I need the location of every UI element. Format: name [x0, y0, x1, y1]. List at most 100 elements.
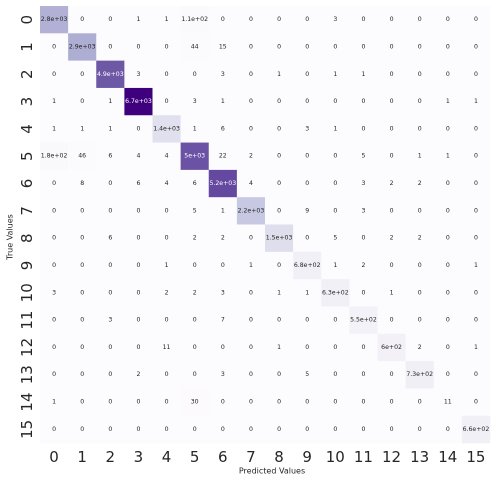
heatmap-cell-r1-c7 [236, 33, 266, 61]
cell-value-label: 0 [361, 98, 365, 105]
heatmap-cell-r15-c14 [433, 415, 463, 444]
cell-value-label: 0 [193, 344, 197, 351]
cell-value-label: 6.3e+02 [322, 289, 349, 296]
heatmap-cell-r11-c5 [180, 306, 210, 335]
cell-value-label: 0 [193, 71, 197, 78]
cell-value-label: 1 [446, 153, 450, 160]
cell-value-label: 0 [390, 71, 394, 78]
heatmap-cell-r12-c2 [96, 333, 125, 362]
x-tick-label: 14 [438, 448, 457, 466]
cell-value-label: 0 [474, 235, 478, 242]
heatmap-cell-r6-c9 [293, 169, 322, 198]
heatmap-cell-r11-c4 [152, 306, 181, 335]
heatmap-cell-r6-c15 [461, 169, 491, 198]
heatmap-cell-r13-c11 [349, 361, 378, 389]
heatmap-cell-r3-c3 [124, 87, 153, 116]
heatmap-cell-r8-c8 [265, 224, 294, 253]
cell-value-label: 1 [52, 399, 56, 406]
heatmap-cell-r5-c12 [377, 142, 406, 171]
heatmap-cell-r2-c11 [349, 60, 378, 89]
heatmap-cell-r5-c8 [265, 142, 294, 171]
cell-value-label: 1 [474, 262, 478, 269]
y-tick-label: 10 [18, 283, 36, 302]
heatmap-cell-r0-c11 [349, 6, 378, 34]
cell-value-label: 0 [165, 71, 169, 78]
heatmap-cell-r5-c1 [68, 142, 97, 171]
heatmap-cell-r1-c1 [68, 33, 97, 61]
heatmap-cell-r5-c15 [461, 142, 491, 171]
heatmap-cell-r15-c0 [40, 415, 69, 444]
cell-value-label: 3 [305, 125, 309, 132]
cell-value-label: 0 [390, 399, 394, 406]
y-tick-label: 11 [18, 311, 36, 330]
x-tick-label: 4 [162, 448, 172, 466]
heatmap-cell-r1-c5 [180, 33, 210, 61]
heatmap-cell-r15-c13 [405, 415, 435, 444]
cell-value-label: 3 [361, 180, 365, 187]
cell-value-label: 0 [80, 207, 84, 214]
heatmap-cell-r2-c12 [377, 60, 406, 89]
heatmap-cell-r4-c11 [349, 115, 378, 143]
cell-value-label: 0 [108, 180, 112, 187]
cell-value-label: 0 [80, 317, 84, 324]
heatmap-cell-r11-c3 [124, 306, 153, 335]
heatmap-cell-r13-c6 [208, 361, 238, 389]
heatmap-cell-r3-c11 [349, 87, 378, 116]
heatmap-cell-r14-c15 [461, 388, 491, 416]
cell-value-label: 0 [446, 371, 450, 378]
cell-value-label: 0 [474, 43, 478, 50]
cell-value-label: 0 [390, 125, 394, 132]
cell-value-label: 0 [418, 43, 422, 50]
heatmap-cell-r5-c10 [321, 142, 350, 171]
cell-value-label: 1 [446, 98, 450, 105]
heatmap-cell-r3-c4 [152, 87, 181, 116]
heatmap-cell-r15-c12 [377, 415, 406, 444]
heatmap-cell-r14-c7 [236, 388, 266, 416]
heatmap-cell-r7-c11 [349, 197, 378, 225]
cell-value-label: 0 [277, 399, 281, 406]
cell-value-label: 0 [474, 289, 478, 296]
cell-value-label: 4 [165, 180, 169, 187]
heatmap-cells [40, 6, 491, 444]
cell-value-label: 3 [221, 289, 225, 296]
cell-value-label: 0 [136, 207, 140, 214]
cell-value-label: 1 [361, 71, 365, 78]
cell-value-label: 1 [277, 344, 281, 351]
cell-value-label: 2 [249, 153, 253, 160]
heatmap-cell-r6-c1 [68, 169, 97, 198]
heatmap-cell-r9-c15 [461, 251, 491, 280]
cell-value-label: 3 [221, 71, 225, 78]
cell-value-label: 1 [221, 207, 225, 214]
heatmap-cell-r15-c6 [208, 415, 238, 444]
heatmap-cell-r2-c7 [236, 60, 266, 89]
cell-value-label: 0 [249, 426, 253, 433]
cell-value-label: 2 [193, 235, 197, 242]
cell-value-label: 0 [52, 262, 56, 269]
cell-value-label: 0 [52, 317, 56, 324]
cell-value-label: 0 [277, 317, 281, 324]
heatmap-cell-r13-c9 [293, 361, 322, 389]
cell-value-label: 0 [165, 43, 169, 50]
heatmap-cell-r13-c13 [405, 361, 435, 389]
cell-value-label: 0 [80, 399, 84, 406]
cell-value-label: 0 [333, 43, 337, 50]
heatmap-cell-r6-c4 [152, 169, 181, 198]
cell-value-label: 0 [277, 426, 281, 433]
heatmap-cell-r13-c12 [377, 361, 406, 389]
cell-value-label: 1.8e+02 [41, 153, 68, 160]
cell-value-label: 1 [418, 153, 422, 160]
cell-value-label: 0 [305, 98, 309, 105]
cell-value-label: 22 [219, 153, 227, 160]
heatmap-cell-r3-c2 [96, 87, 125, 116]
cell-value-label: 0 [249, 98, 253, 105]
cell-value-label: 2 [136, 371, 140, 378]
heatmap-cell-r8-c3 [124, 224, 153, 253]
cell-value-label: 5 [193, 207, 197, 214]
heatmap-cell-r8-c0 [40, 224, 69, 253]
heatmap-cell-r2-c14 [433, 60, 463, 89]
cell-value-label: 0 [361, 125, 365, 132]
heatmap-cell-r14-c14 [433, 388, 463, 416]
cell-value-label: 1 [277, 71, 281, 78]
cell-value-label: 3 [136, 71, 140, 78]
cell-value-label: 0 [165, 371, 169, 378]
